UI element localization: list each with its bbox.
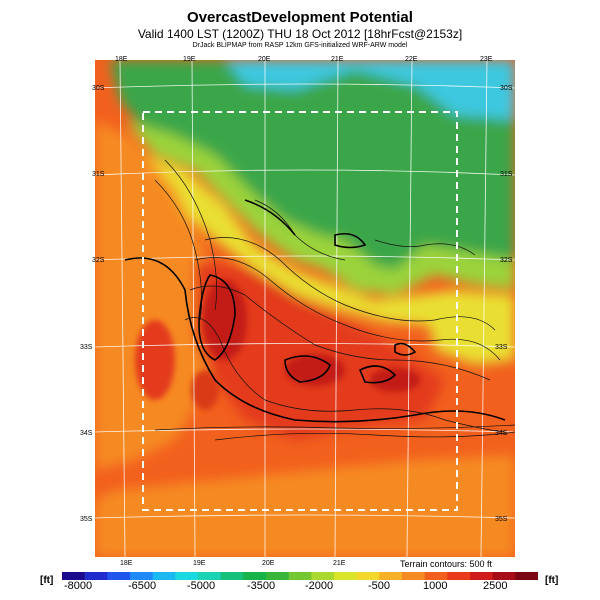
eastern-yellow-zone [425, 310, 515, 365]
colorbar-swatch [447, 572, 471, 580]
colorbar-swatch [266, 572, 290, 580]
colorbar-unit-right: [ft] [545, 575, 559, 586]
forecast-map[interactable] [95, 60, 515, 557]
colorbar-swatch [492, 572, 516, 580]
tick-label: 21E [331, 56, 344, 63]
valid-time-subtitle: Valid 1400 LST (1200Z) THU 18 Oct 2012 [… [137, 27, 463, 41]
colorbar-label: 1000 [423, 580, 448, 592]
colorbar-swatch [152, 572, 176, 580]
tick-label: 23E [480, 56, 493, 63]
tick-label: 35S [80, 516, 93, 523]
hotspot [203, 280, 247, 360]
tick-label: 32S [500, 257, 513, 264]
colorbar-swatch [470, 572, 494, 580]
north-lime-band [125, 120, 515, 295]
tick-label: 20E [262, 560, 275, 567]
map-title: OvercastDevelopment Potential [187, 9, 413, 26]
tick-label: 31S [500, 171, 513, 178]
tick-label: 21E [333, 560, 346, 567]
tick-label: 19E [193, 560, 206, 567]
tick-label: 34S [80, 430, 93, 437]
tick-label: 20E [258, 56, 271, 63]
colorbar-swatch [220, 572, 244, 580]
tick-label: 19E [183, 56, 196, 63]
colorbar [62, 572, 538, 580]
hotspot [285, 354, 345, 386]
colorbar-swatch [334, 572, 358, 580]
colorbar-swatch [130, 572, 154, 580]
colorbar-swatch [288, 572, 312, 580]
colorbar-label: -8000 [64, 580, 93, 592]
colorbar-swatch [402, 572, 426, 580]
terrain-contours-bold [124, 199, 506, 423]
north-cyan-zone [115, 60, 515, 120]
tick-label: 18E [115, 56, 128, 63]
overcast-field [95, 60, 515, 557]
tick-label: 31S [92, 171, 105, 178]
hotspot [370, 368, 420, 392]
colorbar-swatch [311, 572, 335, 580]
domain-box [142, 111, 458, 511]
tick-label: 34S [495, 430, 508, 437]
colorbar-swatch [515, 572, 538, 580]
colorbar-swatch [107, 572, 131, 580]
tick-label: 35S [495, 516, 508, 523]
southern-orange-zone [95, 455, 515, 557]
tick-label: 33S [80, 344, 93, 351]
tick-label: 30S [92, 85, 105, 92]
terrain-contour-note: Terrain contours: 500 ft [400, 559, 493, 569]
tick-label: 32S [92, 257, 105, 264]
colorbar-swatch [84, 572, 108, 580]
colorbar-swatch [243, 572, 267, 580]
tick-label: 22E [405, 56, 418, 63]
hotspot [135, 320, 175, 400]
colorbar-swatch [379, 572, 403, 580]
model-credit: DrJack BLIPMAP from RASP 12km GFS-initia… [192, 42, 408, 49]
colorbar-label: -2000 [305, 580, 334, 592]
colorbar-swatch [198, 572, 222, 580]
graticule [95, 60, 515, 557]
colorbar-label: -5000 [187, 580, 216, 592]
tick-label: 18E [120, 560, 133, 567]
colorbar-swatch [356, 572, 380, 580]
colorbar-label: 2500 [483, 580, 508, 592]
colorbar-swatch [424, 572, 448, 580]
colorbar-swatch [175, 572, 199, 580]
colorbar-label: -6500 [128, 580, 157, 592]
colorbar-swatch [62, 572, 86, 580]
colorbar-label: -3500 [247, 580, 276, 592]
north-green-zone [110, 60, 515, 275]
hotspot-field [135, 280, 420, 410]
hotspot [191, 370, 219, 410]
tick-label: 30S [500, 85, 513, 92]
yellow-band [135, 150, 515, 330]
tick-label: 33S [495, 344, 508, 351]
colorbar-unit-left: [ft] [40, 575, 54, 586]
colorbar-label: -500 [368, 580, 391, 592]
